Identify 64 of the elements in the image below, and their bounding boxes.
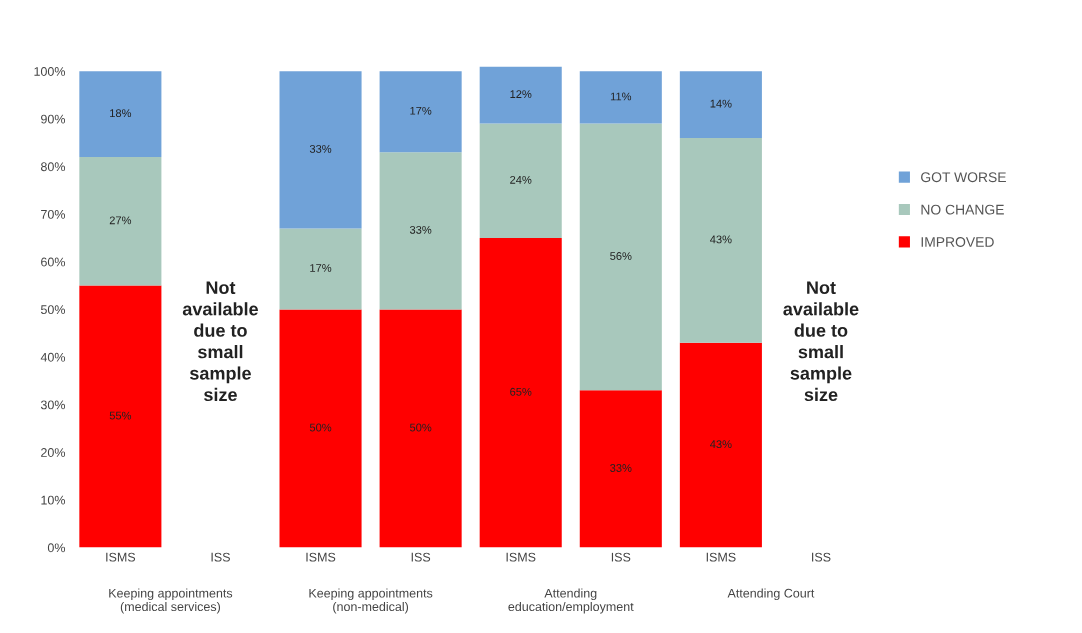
y-tick-label: 40%	[40, 352, 66, 362]
y-tick-label: 100%	[34, 67, 66, 76]
x-tick-label: ISS	[611, 552, 631, 562]
y-tick-label: 10%	[41, 495, 66, 505]
legend-label: NO CHANGE	[921, 204, 1004, 215]
bar	[379, 71, 462, 153]
data-label: 50%	[409, 423, 432, 432]
x-tick-label: ISMS	[306, 552, 336, 562]
data-label: 12%	[510, 90, 532, 98]
text: Attending education/employment	[508, 588, 634, 614]
data-label: 24%	[510, 175, 532, 184]
bar	[579, 123, 662, 391]
y-tick-label: 0%	[47, 543, 66, 553]
text: Attending Court	[727, 588, 815, 601]
bar	[279, 71, 362, 229]
text: Keeping appointments (medical services)	[109, 588, 233, 614]
bar	[279, 309, 362, 548]
y-tick-label: 50%	[40, 305, 66, 315]
legend-label: IMPROVED	[921, 237, 994, 247]
y-tick-label: 70%	[41, 209, 66, 219]
data-label: 33%	[610, 464, 632, 472]
bar	[279, 228, 362, 310]
data-label: 56%	[610, 252, 632, 260]
bar	[479, 66, 562, 124]
bar	[379, 152, 462, 310]
data-label: 43%	[710, 235, 732, 244]
bar	[579, 71, 662, 124]
data-label: 14%	[710, 99, 732, 108]
y-tick-label: 60%	[41, 257, 66, 267]
data-label: 43%	[710, 440, 732, 449]
text: Keeping appointments (non-medical)	[309, 588, 433, 614]
bar	[679, 71, 762, 138]
x-tick-label: ISMS	[106, 552, 136, 562]
data-label: 50%	[309, 423, 332, 432]
data-label: 33%	[309, 144, 332, 153]
data-label: 65%	[510, 387, 532, 396]
x-tick-label: ISMS	[706, 552, 736, 562]
bar	[679, 137, 762, 343]
annotation: Not available due to small sample size	[783, 281, 859, 402]
bar	[679, 342, 762, 548]
y-tick-label: 80%	[40, 162, 66, 172]
data-label: 11%	[610, 92, 632, 101]
legend-label: GOT WORSE	[921, 172, 1006, 183]
bar	[79, 156, 162, 286]
bar	[479, 237, 562, 548]
bar	[479, 123, 562, 238]
y-tick-label: 90%	[41, 114, 66, 124]
data-label: 27%	[109, 216, 132, 225]
y-tick-label: 20%	[41, 448, 66, 457]
y-tick-label: 30%	[40, 400, 66, 410]
data-label: 17%	[410, 106, 432, 115]
x-tick-label: ISMS	[506, 552, 536, 562]
data-label: 17%	[310, 264, 332, 272]
bar	[579, 390, 662, 548]
x-tick-label: ISS	[812, 552, 831, 562]
bar	[79, 71, 162, 157]
x-tick-label: ISS	[211, 552, 230, 562]
data-label: 55%	[109, 411, 132, 420]
annotation: Not available due to small sample size	[182, 281, 258, 402]
bar	[379, 309, 462, 548]
bar	[79, 285, 162, 548]
x-tick-label: ISS	[411, 552, 431, 562]
data-label: 33%	[409, 225, 432, 234]
data-label: 18%	[110, 109, 132, 118]
